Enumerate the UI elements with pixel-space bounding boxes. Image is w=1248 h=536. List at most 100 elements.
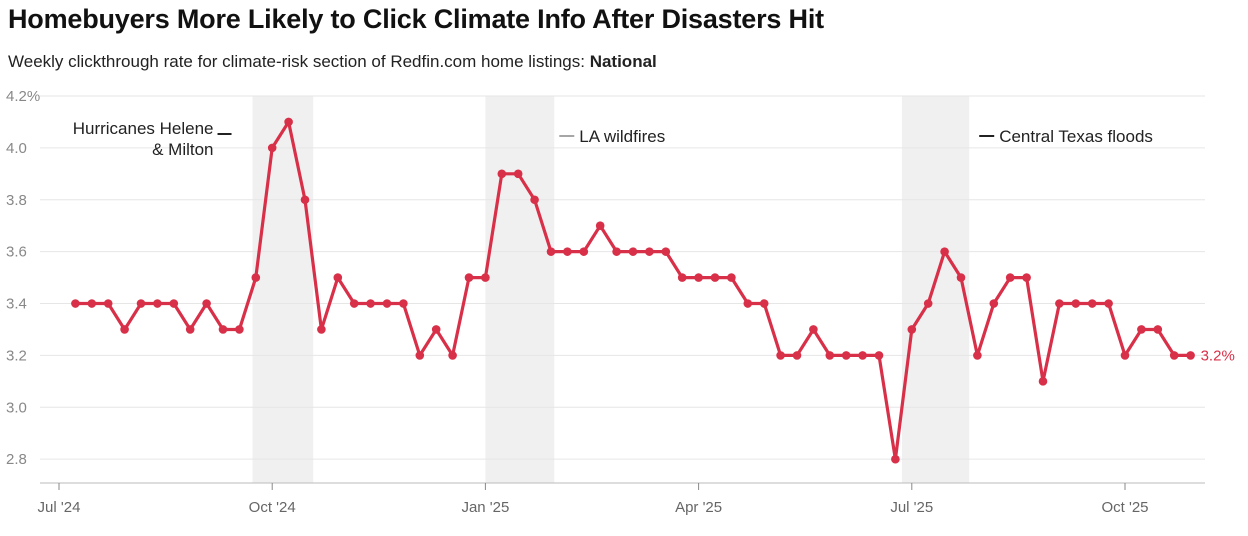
shaded-period <box>901 96 970 483</box>
data-point <box>710 273 720 282</box>
data-point <box>169 299 179 308</box>
annotation-text: Hurricanes Helene <box>73 119 214 138</box>
subtitle-text: Weekly clickthrough rate for climate-ris… <box>8 52 590 71</box>
y-tick-label: 3.4 <box>6 296 27 313</box>
annotation-text: LA wildfires <box>579 127 665 146</box>
data-point <box>1104 299 1113 308</box>
data-point <box>546 247 556 256</box>
x-tick-label: Oct '24 <box>249 499 296 516</box>
data-point <box>1120 351 1130 360</box>
data-point <box>989 299 999 308</box>
data-point <box>956 273 966 282</box>
x-axis: Jul '24 Oct '24 Jan '25 Apr '25 Jul '25 Oct '… <box>38 482 1205 516</box>
data-point <box>136 299 146 308</box>
chart-subtitle: Weekly clickthrough rate for climate-ris… <box>8 52 657 72</box>
data-point <box>1071 299 1081 308</box>
data-point <box>809 325 818 334</box>
chart-title: Homebuyers More Likely to Click Climate … <box>8 4 824 34</box>
x-tick-label: Jul '24 <box>38 499 81 516</box>
data-point <box>120 325 129 334</box>
data-point <box>1055 299 1064 308</box>
data-point <box>1038 377 1048 386</box>
y-axis: 4.2% 4.0 3.8 3.6 3.4 3.2 3.0 2.8 <box>6 88 40 468</box>
disaster-shading <box>252 96 970 483</box>
data-point <box>431 325 441 334</box>
data-point <box>677 273 687 282</box>
data-point <box>497 169 507 179</box>
data-point <box>694 273 703 282</box>
data-point <box>743 299 753 308</box>
data-point <box>1005 273 1015 282</box>
data-point <box>415 351 425 360</box>
data-point <box>267 143 277 153</box>
y-tick-label: 3.0 <box>6 399 27 416</box>
data-point <box>448 351 457 360</box>
x-tick-label: Oct '25 <box>1101 499 1148 516</box>
annotations: Hurricanes Helene & Milton LA wildfires Cen… <box>73 119 1153 159</box>
y-tick-label: 3.8 <box>6 192 27 209</box>
data-point <box>103 299 113 308</box>
data-point <box>923 299 933 308</box>
data-point <box>776 351 785 360</box>
y-tick-label: 4.0 <box>6 140 27 157</box>
data-point <box>1153 325 1163 334</box>
data-point <box>513 169 523 179</box>
data-point <box>874 351 884 360</box>
data-point <box>317 325 326 334</box>
y-tick-label: 2.8 <box>6 451 27 468</box>
data-point <box>153 299 162 308</box>
data-point <box>284 117 293 127</box>
data-point <box>612 247 621 256</box>
data-point <box>235 325 244 334</box>
data-point <box>792 351 802 360</box>
data-point <box>825 351 835 360</box>
data-point <box>907 325 917 334</box>
data-point <box>661 247 671 256</box>
data-point <box>349 299 359 308</box>
annotation-text: Central Texas floods <box>999 127 1153 146</box>
data-point <box>940 247 949 256</box>
data-series: 3.2% <box>71 117 1235 464</box>
data-point <box>595 221 605 230</box>
data-point <box>382 299 392 308</box>
data-point <box>973 351 982 360</box>
y-tick-label: 3.6 <box>6 244 27 261</box>
data-point <box>1169 351 1179 360</box>
data-point <box>1186 351 1195 360</box>
data-point <box>891 454 900 464</box>
data-point <box>1022 273 1031 282</box>
data-point <box>300 195 310 205</box>
data-point <box>759 299 769 308</box>
data-point <box>841 351 851 360</box>
data-point <box>563 247 572 256</box>
data-point <box>464 273 474 282</box>
data-point <box>218 325 228 334</box>
data-point <box>645 247 654 256</box>
data-point <box>71 299 80 308</box>
x-tick-label: Apr '25 <box>675 499 722 516</box>
data-point <box>202 299 211 308</box>
data-point <box>333 273 343 282</box>
data-point <box>251 273 261 282</box>
data-point <box>530 195 539 205</box>
data-point <box>1087 299 1097 308</box>
series-line <box>73 120 1193 461</box>
data-point <box>858 351 867 360</box>
shaded-period <box>485 96 555 483</box>
data-point <box>1137 325 1146 334</box>
y-tick-label: 3.2 <box>6 347 27 364</box>
data-point <box>481 273 490 282</box>
x-tick-label: Jan '25 <box>461 499 509 516</box>
end-value-label: 3.2% <box>1201 347 1235 364</box>
data-point <box>399 299 408 308</box>
data-point <box>366 299 375 308</box>
subtitle-region: National <box>589 52 657 71</box>
data-point <box>185 325 195 334</box>
y-tick-label: 4.2% <box>6 88 40 105</box>
annotation-text: & Milton <box>152 140 213 159</box>
data-point <box>87 299 97 308</box>
shaded-period <box>252 96 314 483</box>
data-point <box>579 247 589 256</box>
data-point <box>628 247 638 256</box>
